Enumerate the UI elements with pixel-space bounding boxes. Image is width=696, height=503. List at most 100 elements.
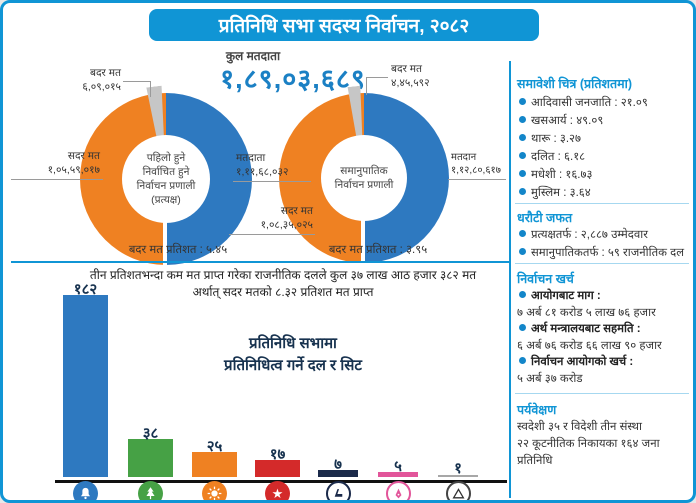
label-text: सदर मत	[67, 150, 100, 162]
bar-value-label: ७	[334, 456, 342, 473]
bullet-dot-icon	[519, 230, 526, 237]
expense-value: ५ अर्ब ३७ करोड	[517, 373, 583, 385]
inclusion-item-text: आदिवासी जनजाति : २१.०९	[531, 97, 648, 109]
observation-line: प्रतिनिधि	[517, 455, 553, 467]
party-symbol-badge: ★	[265, 481, 290, 501]
deposit-item-text: समानुपातिकतर्फ : ५९ राजनीतिक दल	[531, 247, 685, 259]
label-value: १,१२,८०,६१७	[451, 165, 501, 176]
inclusion-item: मुस्लिम : ३.६४	[517, 185, 693, 200]
triangle-icon	[452, 487, 465, 500]
pr-votes-cast-label: मतदान १,१२,८०,६१७	[451, 151, 511, 177]
bullet-dot-icon	[519, 357, 526, 364]
vertical-divider	[509, 61, 511, 498]
bar-party-5	[318, 470, 358, 477]
inclusion-item: थारू : ३.२७	[517, 131, 693, 146]
star-icon: ★	[271, 486, 284, 501]
deposit-item-text: प्रत्यक्षतर्फ : २,८८७ उम्मेदवार	[531, 229, 648, 241]
bar-party-6	[378, 472, 418, 477]
party-symbol-badge	[73, 481, 98, 500]
bullet-dot-icon	[519, 134, 526, 141]
bar-party-3	[192, 452, 237, 477]
party-symbol-badge	[386, 481, 411, 500]
pr-donut-center: समानुपातिक निर्वाचन प्रणाली	[321, 135, 407, 221]
connector-line	[448, 179, 506, 180]
fptp-invalid-percent: बदर मत प्रतिशत : ५.४५	[128, 244, 228, 256]
expense-label-text: अर्थ मन्त्रालयबाट सहमति :	[531, 323, 641, 335]
deposit-heading: धरौटी जफत	[517, 211, 573, 225]
threshold-note-line2: अर्थात् सदर मतको ८.३२ प्रतिशत मत प्राप्त	[192, 285, 374, 300]
pr-center-line: निर्वाचन प्रणाली	[334, 179, 394, 191]
expense-label: निर्वाचन आयोगको खर्च :	[517, 354, 693, 369]
total-voters-value: १,८९,०३,६८९	[220, 64, 366, 94]
label-value: ४,४५,५९२	[391, 76, 430, 89]
bar-party-7	[438, 475, 478, 477]
bar-value-label: ३८	[142, 425, 159, 442]
fptp-donut-center: पहिलो हुने निर्वाचित हुने निर्वाचन प्रणा…	[122, 135, 210, 223]
fptp-slice-gap	[163, 219, 167, 267]
bullet-dot-icon	[519, 98, 526, 105]
pr-center-line: समानुपातिक	[340, 164, 388, 177]
total-voters-label: कुल मतदाता	[225, 49, 281, 63]
inclusion-heading: समावेशी चित्र (प्रतिशतमा)	[517, 77, 633, 91]
deposit-item: समानुपातिकतर्फ : ५९ राजनीतिक दल	[517, 245, 693, 260]
fptp-invalid-votes-label: बदर मत ६,०९,०१५	[43, 67, 121, 94]
tree-icon	[143, 486, 158, 500]
bar-chart-title-line2: प्रतिनिधित्व गर्ने दल र सिट	[224, 357, 362, 374]
observation-line: २२ कूटनीतिक निकायका १६४ जना	[517, 438, 660, 450]
expenses-heading: निर्वाचन खर्च	[517, 272, 574, 286]
fptp-voters-label: मतदाता १,११,६८,०३२	[236, 152, 316, 179]
bullet-dot-icon	[519, 291, 526, 298]
connector-line	[229, 234, 315, 235]
inclusion-item-text: मुस्लिम : ३.६४	[531, 187, 591, 199]
bar-chart-title-line1: प्रतिनिधि सभामा	[249, 335, 337, 352]
inclusion-item-text: थारू : ३.२७	[531, 133, 581, 145]
label-value: १,११,६८,०३२	[236, 165, 289, 178]
expense-label-text: आयोगबाट माग :	[531, 290, 601, 302]
fptp-valid-votes-label: सदर मत १,०५,५९,०१७	[8, 150, 100, 177]
connector-line	[233, 181, 311, 182]
bar-value-label: २५	[206, 438, 223, 455]
deposit-item: प्रत्यक्षतर्फ : २,८८७ उम्मेदवार	[517, 227, 693, 242]
threshold-note: तीन प्रतिशतभन्दा कम मत प्राप्त गरेका राज…	[58, 267, 508, 302]
party-symbol-badge	[138, 481, 163, 500]
label-value: १,०८,३५,०२५	[260, 218, 313, 231]
page-title: प्रतिनिधि सभा सदस्य निर्वाचन, २०८२	[149, 9, 539, 41]
bullet-dot-icon	[519, 324, 526, 331]
sidebar-separator	[515, 393, 689, 394]
expense-value: ६ अर्ब ७६ करोड ६६ लाख ९० हजार	[517, 340, 662, 352]
bullet-dot-icon	[519, 188, 526, 195]
connector-line	[366, 77, 388, 78]
sidebar-separator	[515, 263, 689, 264]
label-value: १,०५,५९,०१७	[47, 163, 100, 176]
pr-invalid-percent: बदर मत प्रतिशत : ३.९५	[328, 244, 428, 256]
party-symbol-badge	[202, 481, 227, 500]
fptp-center-line: पहिलो हुने	[146, 151, 186, 164]
pr-valid-votes-label: सदर मत १,०८,३५,०२५	[229, 205, 313, 232]
bar-value-label: ५	[394, 458, 402, 475]
bullet-dot-icon	[519, 152, 526, 159]
label-text: सदर मत	[280, 205, 313, 217]
bar-party-1	[63, 295, 108, 477]
fptp-center-line: निर्वाचन प्रणाली	[136, 180, 196, 192]
party-symbol-badge	[326, 481, 351, 500]
inclusion-item-text: खसआर्य : ४९.०९	[531, 115, 604, 127]
bullet-dot-icon	[519, 170, 526, 177]
observation-line: स्वदेशी ३५ र विदेशी तीन संस्था	[517, 421, 642, 433]
expense-label: आयोगबाट माग :	[517, 288, 693, 303]
threshold-note-line1: तीन प्रतिशतभन्दा कम मत प्राप्त गरेका राज…	[89, 268, 477, 282]
bullet-dot-icon	[519, 248, 526, 255]
label-text: बदर मत	[89, 67, 121, 79]
connector-line	[366, 77, 367, 95]
bar-party-2	[128, 439, 173, 477]
label-text: मतदाता	[236, 152, 266, 164]
label-text: मतदान	[451, 152, 477, 163]
fptp-center-line: निर्वाचित हुने	[142, 165, 190, 178]
horizontal-divider	[11, 261, 509, 263]
connector-line	[11, 179, 103, 180]
bell-icon	[78, 486, 93, 500]
bar-value-label: १८२	[73, 281, 98, 298]
fptp-center-line: (प्रत्यक्ष)	[151, 194, 181, 207]
pr-slice-gap	[361, 217, 365, 265]
label-text: बदर मत	[391, 63, 423, 75]
